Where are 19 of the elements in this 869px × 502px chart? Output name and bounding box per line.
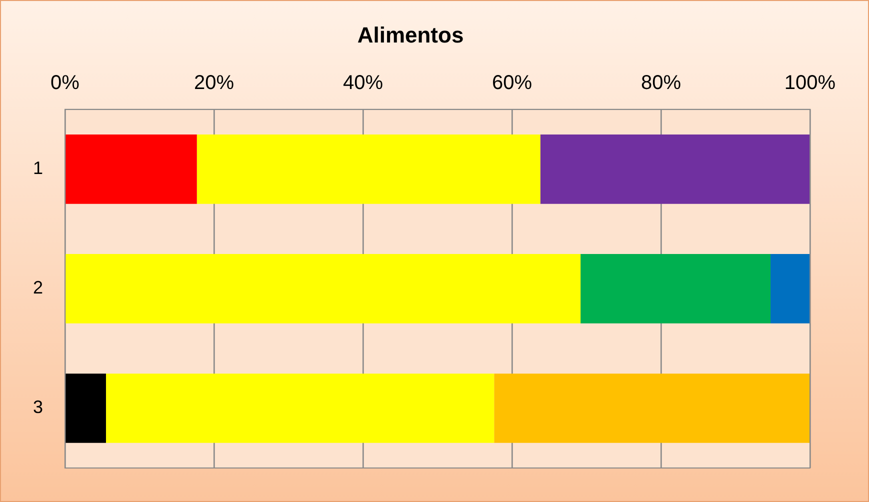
x-tick-label: 40% bbox=[342, 72, 384, 94]
chart-title: Alimentos bbox=[357, 22, 464, 48]
bar bbox=[66, 134, 197, 204]
x-tick-label: 60% bbox=[492, 72, 532, 94]
bar bbox=[540, 134, 810, 204]
x-tick-label: 0% bbox=[50, 72, 80, 94]
bar bbox=[770, 254, 810, 324]
bar bbox=[580, 254, 771, 324]
x-tick-label: 100% bbox=[784, 72, 836, 94]
y-tick-label: 3 bbox=[32, 397, 44, 418]
bar bbox=[66, 374, 106, 443]
bar bbox=[66, 254, 581, 324]
bar bbox=[106, 374, 494, 443]
bar bbox=[494, 374, 810, 443]
bar bbox=[196, 134, 540, 204]
y-tick-label: 1 bbox=[32, 158, 44, 178]
y-tick-label: 2 bbox=[32, 278, 44, 298]
x-tick-label: 80% bbox=[640, 72, 682, 94]
x-tick-label: 20% bbox=[194, 72, 234, 94]
